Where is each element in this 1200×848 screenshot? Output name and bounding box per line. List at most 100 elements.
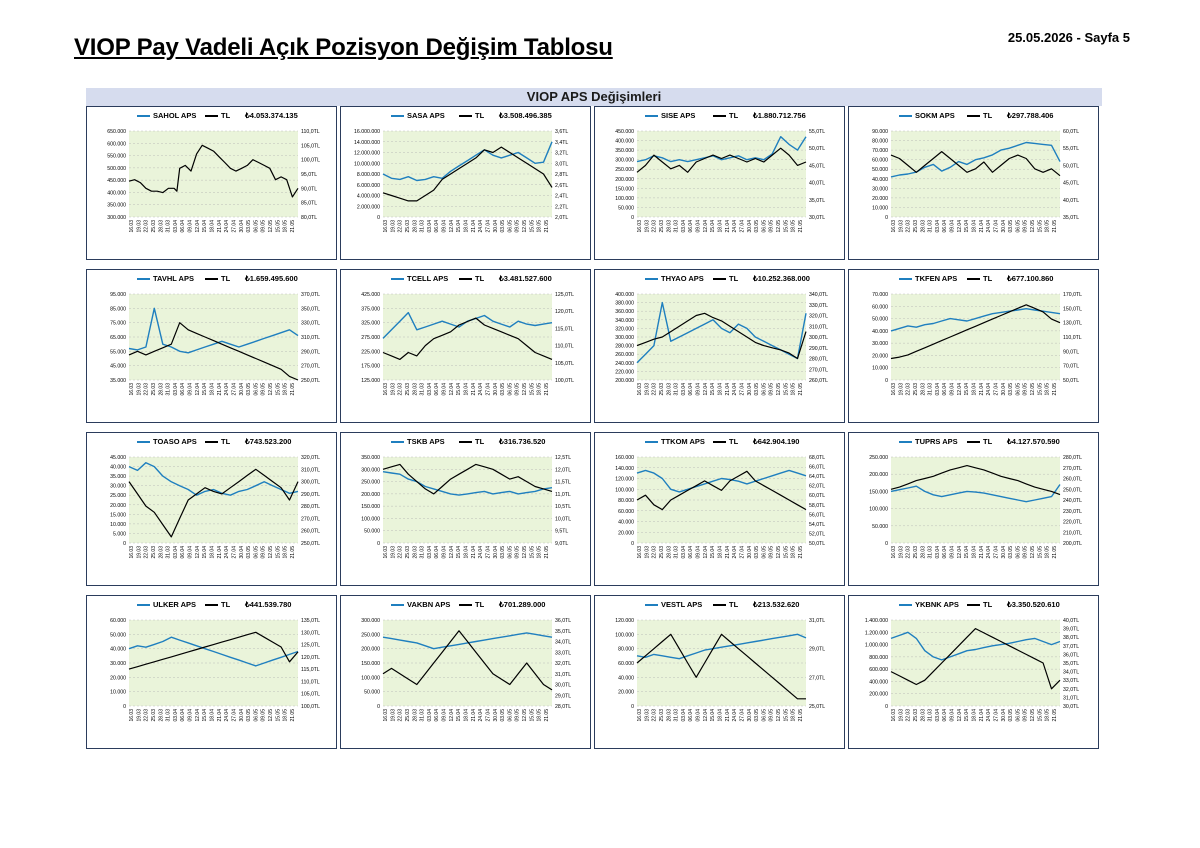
x-tick: 25.03	[913, 220, 919, 233]
legend-aps-swatch	[899, 114, 912, 117]
y-left-tick: 375.000	[361, 306, 380, 312]
series-tl-line	[128, 322, 299, 381]
x-tick: 21.04	[217, 220, 223, 233]
y-left-tick: 240.000	[615, 361, 634, 367]
x-tick: 30.04	[747, 383, 753, 396]
x-tick: 19.03	[390, 383, 396, 396]
x-tick: 22.03	[906, 383, 912, 396]
y-right-tick: 27,0TL	[809, 675, 825, 681]
x-tick: 18.05	[1045, 709, 1051, 722]
x-tick: 06.04	[688, 383, 694, 396]
x-tick: 21.04	[979, 220, 985, 233]
x-tick: 12.05	[1030, 383, 1036, 396]
x-tick: 06.05	[761, 546, 767, 559]
chart-panel-tskb: TSKB APS TL ₺316.736.520 350.000 300.000 250.…	[340, 432, 591, 586]
x-tick: 24.04	[478, 220, 484, 233]
y-left-tick: 300.000	[107, 215, 126, 221]
legend-aps: SAHOL APS	[137, 111, 196, 120]
x-tick: 06.05	[761, 383, 767, 396]
x-tick: 31.03	[674, 709, 680, 722]
x-tick: 06.05	[253, 220, 259, 233]
series-tl-line	[890, 304, 1061, 360]
x-tick: 12.04	[195, 546, 201, 559]
chart-svg-ykbnk: 1.400.000 1.200.000 1.000.000 800.000 600.00…	[865, 618, 1079, 722]
legend-aps-swatch	[391, 277, 404, 280]
x-tick: 12.04	[957, 220, 963, 233]
y-left-tick: 100.000	[615, 632, 634, 638]
x-tick: 21.04	[217, 546, 223, 559]
x-tick: 25.03	[913, 709, 919, 722]
series-aps-line	[636, 136, 807, 163]
x-tick: 09.04	[696, 709, 702, 722]
y-right-tick: 12,5TL	[555, 455, 571, 461]
x-tick: 18.05	[537, 383, 543, 396]
x-tick: 09.05	[769, 709, 775, 722]
x-tick: 31.03	[674, 546, 680, 559]
x-tick: 28.03	[158, 546, 164, 559]
x-tick: 15.05	[275, 220, 281, 233]
x-tick: 16.03	[637, 709, 643, 722]
y-right-tick: 64,0TL	[809, 474, 825, 480]
series-aps-line	[636, 469, 807, 493]
legend-aps: VAKBN APS	[391, 600, 450, 609]
x-tick: 27.04	[993, 220, 999, 233]
y-right-tick: 34,0TL	[555, 640, 571, 646]
series-aps-line	[636, 301, 807, 364]
x-tick: 30.04	[239, 546, 245, 559]
y-left-tick: 250.000	[361, 632, 380, 638]
y-left-tick: 200.000	[615, 177, 634, 183]
x-tick: 18.05	[283, 383, 289, 396]
chart-panel-tavhl: TAVHL APS TL ₺1.659.495.600 95.000 85.000 75.…	[86, 269, 337, 423]
y-left-tick: 380.000	[615, 301, 634, 307]
chart-panel-tuprs: TUPRS APS TL ₺4.127.570.590 250.000 200.000 1…	[848, 432, 1099, 586]
y-right-tick: 110,0TL	[555, 344, 574, 350]
x-tick: 09.04	[442, 709, 448, 722]
legend-tl: TL	[967, 437, 992, 446]
x-tick: 15.04	[202, 709, 208, 722]
y-left-tick: 0	[377, 541, 380, 547]
y-right-tick: 31,0TL	[809, 618, 825, 624]
y-right-tick: 55,0TL	[1063, 146, 1079, 152]
x-tick: 12.04	[195, 220, 201, 233]
y-left-tick: 400.000	[869, 679, 888, 685]
y-right-tick: 330,0TL	[809, 303, 828, 309]
series-aps-line	[636, 633, 807, 660]
legend-tl-swatch	[459, 603, 472, 606]
y-right-tick: 55,0TL	[809, 129, 825, 135]
chart-panel-tcell: TCELL APS TL ₺3.481.527.600 425.000 375.000 3…	[340, 269, 591, 423]
x-tick: 28.03	[158, 220, 164, 233]
y-left-tick: 60.000	[110, 618, 126, 624]
x-tick: 15.05	[275, 546, 281, 559]
x-tick: 21.04	[471, 383, 477, 396]
x-tick: 09.05	[1023, 546, 1029, 559]
y-left-tick: 100.000	[615, 487, 634, 493]
y-left-tick: 5.000	[113, 531, 126, 537]
x-tick: 03.05	[1008, 220, 1014, 233]
x-tick: 24.04	[224, 546, 230, 559]
x-tick: 06.04	[942, 709, 948, 722]
series-tl-line	[636, 633, 806, 700]
y-left-tick: 6.000.000	[357, 183, 380, 189]
x-tick: 12.05	[522, 546, 528, 559]
x-tick: 06.04	[180, 709, 186, 722]
x-tick: 06.04	[688, 709, 694, 722]
y-right-tick: 350,0TL	[301, 306, 320, 312]
x-tick: 24.04	[986, 220, 992, 233]
x-tick: 16.03	[129, 220, 135, 233]
x-tick: 06.05	[253, 709, 259, 722]
y-left-tick: 0	[631, 215, 634, 221]
x-tick: 31.03	[928, 220, 934, 233]
chart-panel-sokm: SOKM APS TL ₺297.788.406 90.000 80.000 70.000…	[848, 106, 1099, 260]
legend-aps-swatch	[899, 440, 912, 443]
y-left-tick: 60.000	[872, 304, 888, 310]
legend-tl: TL	[967, 600, 992, 609]
y-right-tick: 10,0TL	[555, 516, 571, 522]
y-left-tick: 10.000	[872, 366, 888, 372]
x-tick: 12.04	[703, 709, 709, 722]
x-tick: 03.04	[681, 546, 687, 559]
legend-aps: TAVHL APS	[137, 274, 194, 283]
x-tick: 09.05	[1023, 220, 1029, 233]
x-tick: 16.03	[891, 220, 897, 233]
y-right-tick: 120,0TL	[555, 309, 574, 315]
y-left-tick: 80.000	[618, 647, 634, 653]
